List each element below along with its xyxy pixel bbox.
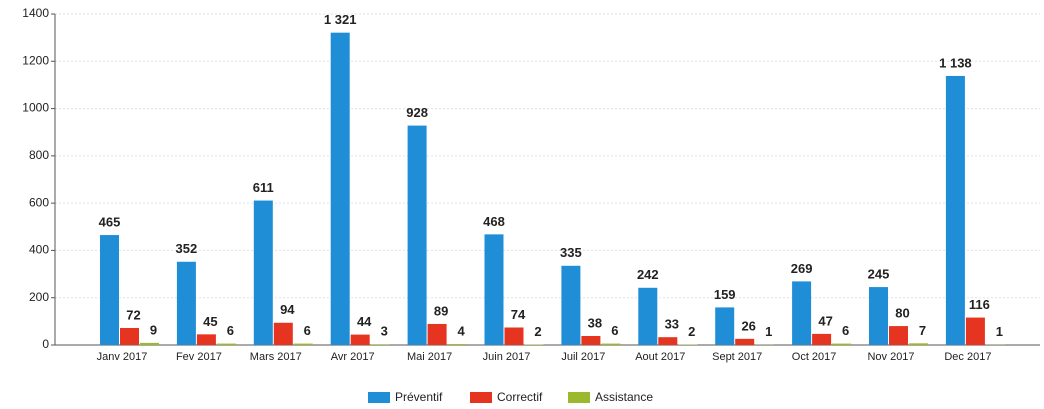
value-label: 1 321 <box>324 12 357 27</box>
value-label: 6 <box>842 323 849 338</box>
value-label: 38 <box>588 315 602 330</box>
bar <box>909 343 928 345</box>
bar <box>581 336 601 345</box>
bar <box>216 343 236 345</box>
x-tick-label: Aout 2017 <box>635 351 685 363</box>
value-label: 44 <box>357 314 372 329</box>
bar <box>447 344 467 345</box>
x-tick-label: Avr 2017 <box>331 351 375 363</box>
x-tick-label: Oct 2017 <box>792 351 837 363</box>
value-label: 72 <box>126 307 140 322</box>
value-label: 928 <box>406 105 428 120</box>
value-label: 116 <box>969 297 990 312</box>
bar <box>561 265 581 345</box>
x-tick-label: Janv 2017 <box>97 351 148 363</box>
y-tick-label: 800 <box>29 148 49 162</box>
legend-label: Correctif <box>497 390 543 404</box>
bar <box>889 326 908 345</box>
value-label: 6 <box>227 323 234 338</box>
y-tick-label: 1200 <box>22 53 49 67</box>
value-label: 352 <box>176 241 198 256</box>
value-label: 74 <box>511 307 526 322</box>
y-tick-label: 0 <box>42 337 49 351</box>
bar <box>370 344 390 345</box>
bar <box>253 200 273 345</box>
value-label: 1 <box>996 324 1003 339</box>
bar <box>715 307 735 345</box>
value-label: 4 <box>457 323 465 338</box>
bar <box>100 235 119 345</box>
bar <box>196 334 216 345</box>
value-label: 465 <box>99 214 121 229</box>
bar <box>735 338 755 345</box>
value-label: 94 <box>280 302 295 317</box>
value-label: 1 <box>765 324 772 339</box>
bar <box>427 323 447 345</box>
value-label: 2 <box>534 324 541 339</box>
value-label: 26 <box>741 318 755 333</box>
y-tick-label: 200 <box>29 290 49 304</box>
value-label: 47 <box>818 313 832 328</box>
value-label: 45 <box>203 314 217 329</box>
bar <box>869 287 888 345</box>
value-label: 2 <box>688 324 695 339</box>
value-label: 335 <box>560 245 582 260</box>
value-label: 611 <box>253 180 274 195</box>
value-label: 80 <box>895 306 909 321</box>
value-label: 468 <box>483 214 505 229</box>
value-label: 269 <box>791 261 813 276</box>
x-tick-label: Sept 2017 <box>712 351 762 363</box>
legend-label: Assistance <box>595 390 653 404</box>
value-label: 33 <box>665 317 679 332</box>
x-tick-label: Mars 2017 <box>250 351 302 363</box>
value-label: 3 <box>381 324 388 339</box>
y-tick-label: 1000 <box>22 101 49 115</box>
bar <box>638 287 658 345</box>
bar <box>504 327 524 345</box>
legend-label: Préventif <box>395 390 443 404</box>
bar <box>832 343 852 345</box>
bar <box>812 333 832 345</box>
bar <box>293 343 313 345</box>
bar <box>273 322 293 345</box>
value-label: 89 <box>434 303 448 318</box>
value-label: 245 <box>868 267 890 282</box>
bar <box>120 327 139 345</box>
value-label: 242 <box>637 267 659 282</box>
value-label: 1 138 <box>939 55 972 70</box>
bar <box>140 342 159 345</box>
x-tick-label: Juil 2017 <box>561 351 605 363</box>
bar <box>330 32 350 345</box>
x-tick-label: Fev 2017 <box>176 351 222 363</box>
bar <box>792 281 812 345</box>
x-tick-label: Nov 2017 <box>867 351 914 363</box>
legend-swatch <box>470 392 492 403</box>
value-label: 159 <box>714 287 736 302</box>
y-tick-label: 400 <box>29 243 49 257</box>
value-label: 7 <box>919 323 926 338</box>
bar <box>601 343 621 345</box>
x-tick-label: Mai 2017 <box>407 351 452 363</box>
bar <box>965 317 985 345</box>
y-tick-label: 1400 <box>22 6 49 20</box>
bar <box>484 234 504 345</box>
legend-swatch <box>368 392 390 403</box>
x-tick-label: Dec 2017 <box>944 351 991 363</box>
bar <box>407 125 427 345</box>
bar <box>658 337 678 345</box>
value-label: 6 <box>611 323 618 338</box>
bar <box>945 75 965 346</box>
bar <box>350 334 370 345</box>
legend-swatch <box>568 392 590 403</box>
x-tick-label: Juin 2017 <box>483 351 531 363</box>
y-tick-label: 600 <box>29 195 49 209</box>
value-label: 9 <box>150 322 157 337</box>
bar <box>176 261 196 345</box>
value-label: 6 <box>304 323 311 338</box>
